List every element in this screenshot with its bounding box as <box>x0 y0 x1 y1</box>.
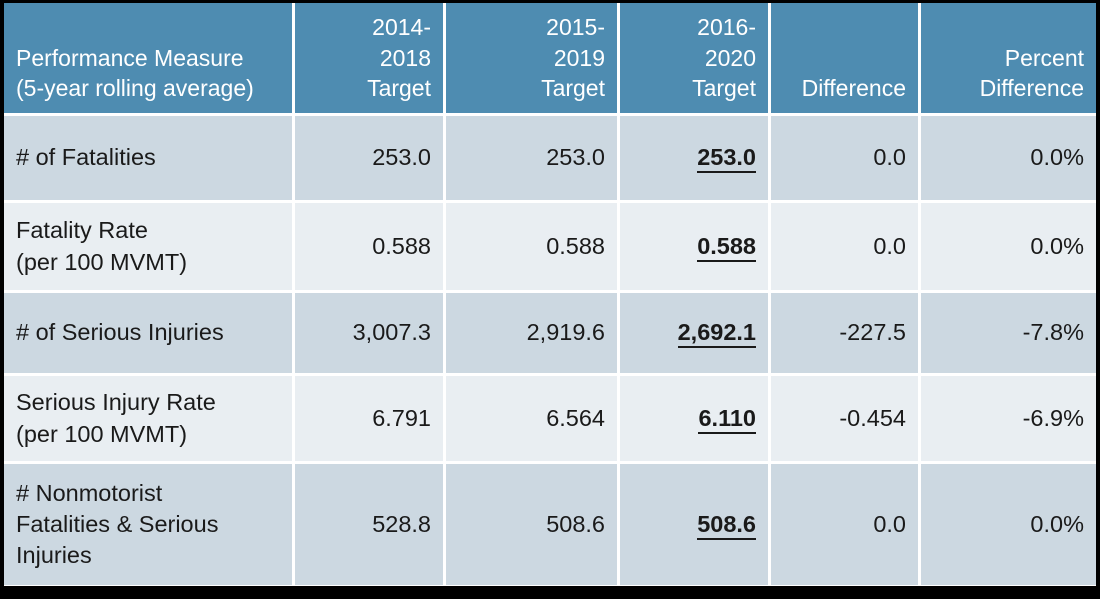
cell-2014-2018-target: 253.0 <box>295 116 443 200</box>
final-target-value: 6.110 <box>698 404 756 434</box>
cell-difference: 0.0 <box>771 464 918 585</box>
table-row-nonmotorist: # Nonmotorist Fatalities & Serious Injur… <box>4 464 1096 585</box>
cell-percent-difference: 0.0% <box>921 464 1096 585</box>
header-2016-2020-target: 2016- 2020 Target <box>620 3 768 113</box>
header-row: Performance Measure (5-year rolling aver… <box>4 3 1096 113</box>
header-percent-difference: Percent Difference <box>921 3 1096 113</box>
cell-2016-2020-target: 2,692.1 <box>620 293 768 373</box>
header-2014-2018-target: 2014- 2018 Target <box>295 3 443 113</box>
cell-2015-2019-target: 6.564 <box>446 376 617 461</box>
cell-measure: # of Serious Injuries <box>4 293 292 373</box>
cell-difference: 0.0 <box>771 203 918 290</box>
cell-difference: -227.5 <box>771 293 918 373</box>
cell-2015-2019-target: 0.588 <box>446 203 617 290</box>
header-difference: Difference <box>771 3 918 113</box>
cell-2014-2018-target: 6.791 <box>295 376 443 461</box>
cell-2016-2020-target: 0.588 <box>620 203 768 290</box>
performance-targets-table: Performance Measure (5-year rolling aver… <box>4 3 1096 586</box>
cell-2016-2020-target: 6.110 <box>620 376 768 461</box>
cell-2015-2019-target: 253.0 <box>446 116 617 200</box>
cell-percent-difference: 0.0% <box>921 116 1096 200</box>
table-row-serious-injury-rate: Serious Injury Rate (per 100 MVMT) 6.791… <box>4 376 1096 461</box>
cell-2016-2020-target: 253.0 <box>620 116 768 200</box>
cell-measure: # Nonmotorist Fatalities & Serious Injur… <box>4 464 292 585</box>
final-target-value: 0.588 <box>697 232 756 262</box>
cell-2015-2019-target: 508.6 <box>446 464 617 585</box>
cell-2015-2019-target: 2,919.6 <box>446 293 617 373</box>
cell-2016-2020-target: 508.6 <box>620 464 768 585</box>
header-2015-2019-target: 2015- 2019 Target <box>446 3 617 113</box>
table-row-fatality-rate: Fatality Rate (per 100 MVMT) 0.588 0.588… <box>4 203 1096 290</box>
cell-measure: # of Fatalities <box>4 116 292 200</box>
cell-2014-2018-target: 0.588 <box>295 203 443 290</box>
header-performance-measure: Performance Measure (5-year rolling aver… <box>4 3 292 113</box>
cell-percent-difference: -7.8% <box>921 293 1096 373</box>
final-target-value: 508.6 <box>697 510 756 540</box>
table-row-fatalities: # of Fatalities 253.0 253.0 253.0 0.0 0.… <box>4 116 1096 200</box>
cell-measure: Fatality Rate (per 100 MVMT) <box>4 203 292 290</box>
final-target-value: 253.0 <box>697 144 756 174</box>
cell-difference: 0.0 <box>771 116 918 200</box>
final-target-value: 2,692.1 <box>677 319 756 349</box>
cell-2014-2018-target: 3,007.3 <box>295 293 443 373</box>
cell-percent-difference: 0.0% <box>921 203 1096 290</box>
cell-difference: -0.454 <box>771 376 918 461</box>
cell-percent-difference: -6.9% <box>921 376 1096 461</box>
cell-2014-2018-target: 528.8 <box>295 464 443 585</box>
cell-measure: Serious Injury Rate (per 100 MVMT) <box>4 376 292 461</box>
table-row-serious-injuries: # of Serious Injuries 3,007.3 2,919.6 2,… <box>4 293 1096 373</box>
